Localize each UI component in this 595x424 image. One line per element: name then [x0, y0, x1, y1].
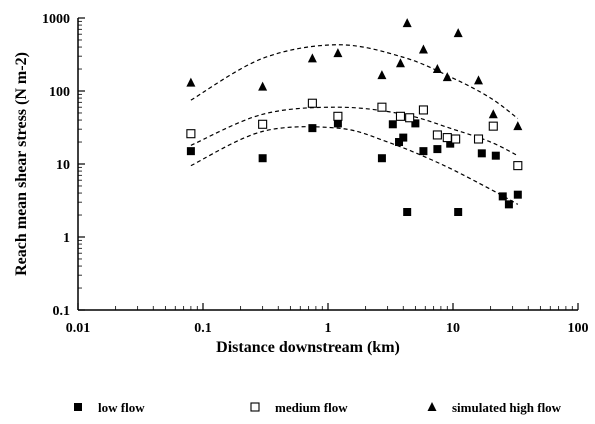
low-flow-point	[433, 145, 442, 154]
legend-marker-simulated-high-flow	[427, 402, 437, 411]
simulated-high-flow-point	[432, 64, 442, 74]
low-flow-point	[258, 154, 267, 163]
y-tick-label: 10	[56, 158, 70, 173]
y-tick-label: 1	[63, 231, 70, 246]
low-flow-point	[403, 208, 412, 217]
low-flow-point	[454, 208, 463, 217]
low-flow-point	[395, 138, 404, 147]
legend: low flow medium flow simulated high flow	[74, 400, 562, 415]
low-flow-point	[333, 119, 342, 128]
x-axis-title: Distance downstream (km)	[216, 339, 400, 356]
medium-flow-point	[442, 133, 452, 143]
medium-flow-point	[451, 134, 461, 144]
axes: 0.1 1 10 100 1000 0.01 0.1 1 10 100	[42, 12, 589, 336]
y-tick-label: 0.1	[53, 304, 71, 319]
low-flow-point	[388, 120, 397, 129]
low-flow-point	[399, 133, 408, 142]
x-tick-label: 1	[325, 321, 332, 336]
medium-flow-point	[473, 134, 484, 144]
simulated-high-flow-point	[488, 109, 498, 119]
trend-line	[190, 126, 519, 205]
y-tick-label: 1000	[42, 12, 70, 27]
simulated-high-flow-point	[418, 44, 428, 54]
legend-label: low flow	[98, 400, 145, 415]
low-flow-point	[446, 139, 455, 148]
simulated-high-flow-point	[377, 70, 387, 80]
low-flow-point	[419, 147, 428, 156]
y-axis-title: Reach mean shear stress (N m-2)	[13, 52, 30, 276]
low-flow-point	[186, 147, 195, 156]
low-flow-point	[491, 151, 500, 160]
trend-line	[190, 106, 519, 157]
simulated-high-flow-point	[442, 72, 452, 82]
simulated-high-flow-point	[307, 53, 317, 63]
medium-flow-point	[258, 119, 268, 129]
low-flow-point	[411, 119, 420, 128]
medium-flow-point	[418, 105, 428, 115]
simulated-high-flow-point	[474, 75, 484, 85]
medium-flow-point	[432, 130, 442, 140]
simulated-high-flow-point	[258, 81, 268, 91]
legend-marker-medium-flow	[250, 402, 260, 412]
low-flow-point	[308, 124, 317, 133]
simulated-high-flow-point	[513, 121, 523, 131]
simulated-high-flow-point	[186, 77, 196, 87]
x-tick-label: 100	[568, 321, 589, 336]
x-tick-label: 0.1	[194, 321, 212, 336]
low-flow-point	[513, 190, 522, 199]
medium-flow-point	[488, 121, 498, 131]
medium-flow-point	[377, 102, 387, 112]
legend-marker-low-flow	[74, 403, 82, 411]
medium-flow-point	[186, 129, 196, 139]
medium-flow-point	[395, 111, 406, 121]
low-flow-point	[377, 154, 386, 163]
medium-flow-point	[513, 161, 523, 171]
x-tick-label: 10	[446, 321, 460, 336]
simulated-high-flow-point	[402, 18, 412, 28]
low-flow-point	[504, 200, 513, 209]
medium-flow-point	[405, 113, 415, 123]
simulated-high-flow-point	[333, 48, 343, 58]
medium-flow-point	[307, 98, 317, 108]
medium-flow-point	[333, 111, 343, 121]
simulated-high-flow-point	[395, 58, 405, 68]
data-points	[186, 18, 523, 217]
low-flow-point	[498, 192, 507, 201]
low-flow-point	[477, 149, 486, 158]
trend-lines	[190, 44, 519, 205]
simulated-high-flow-point	[453, 28, 463, 38]
y-tick-label: 100	[49, 85, 70, 100]
legend-label: simulated high flow	[452, 400, 562, 415]
trend-line	[190, 44, 519, 119]
x-tick-label: 0.01	[66, 321, 91, 336]
legend-label: medium flow	[275, 400, 348, 415]
